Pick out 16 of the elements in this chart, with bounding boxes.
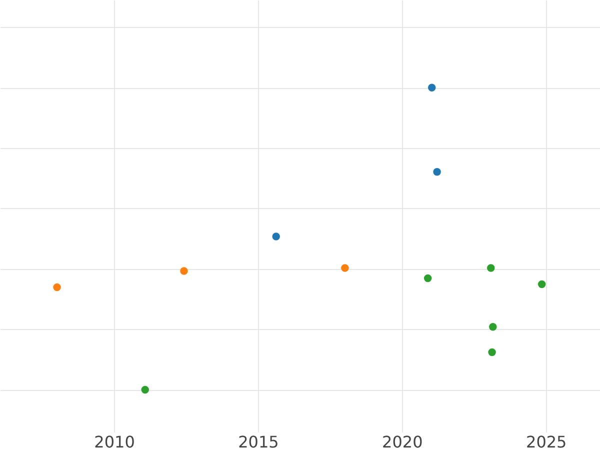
point [272, 232, 280, 240]
point [341, 264, 349, 272]
point [488, 348, 496, 356]
x-tick-label: 2015 [238, 432, 279, 450]
point [424, 274, 432, 282]
point [538, 280, 546, 288]
x-tick-label: 2010 [94, 432, 135, 450]
point [487, 264, 495, 272]
x-tick-label: 2025 [526, 432, 567, 450]
x-tick-label: 2020 [382, 432, 423, 450]
point [53, 283, 61, 292]
point [141, 386, 149, 394]
point [428, 84, 436, 92]
point [180, 267, 188, 275]
point [433, 168, 441, 176]
point [489, 323, 497, 331]
